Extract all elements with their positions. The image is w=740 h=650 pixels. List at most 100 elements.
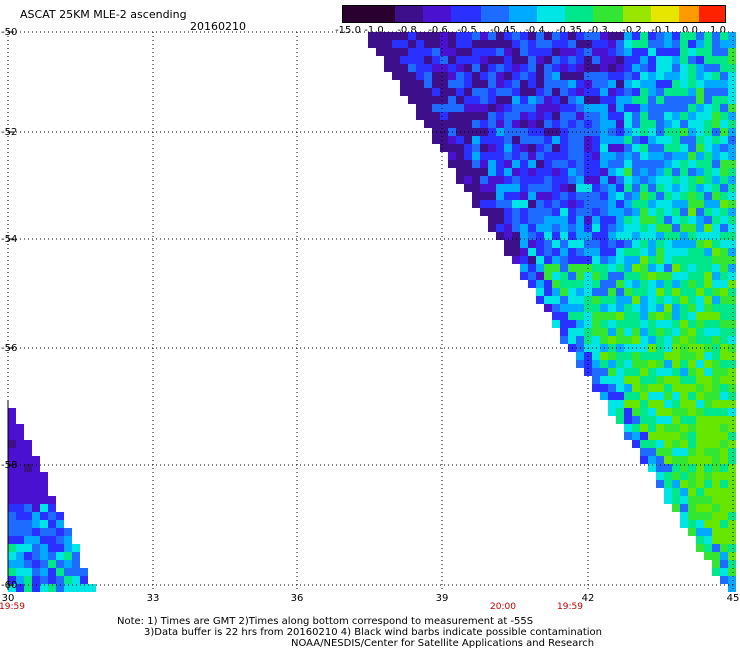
data-cell <box>512 104 520 112</box>
data-cell <box>656 352 664 360</box>
data-cell <box>624 144 632 152</box>
data-cell <box>520 160 528 168</box>
data-cell <box>600 360 608 368</box>
data-cell <box>568 312 576 320</box>
data-cell <box>600 376 608 384</box>
data-cell <box>712 280 720 288</box>
data-cell <box>496 160 504 168</box>
data-cell <box>568 160 576 168</box>
data-cell <box>8 504 16 512</box>
data-cell <box>496 120 504 128</box>
data-cell <box>680 496 688 504</box>
data-cell <box>664 384 672 392</box>
data-cell <box>680 432 688 440</box>
data-cell <box>544 56 552 64</box>
data-cell <box>576 136 584 144</box>
data-cell <box>488 104 496 112</box>
data-cell <box>648 80 656 88</box>
data-cell <box>624 256 632 264</box>
data-cell <box>656 320 664 328</box>
data-cell <box>656 40 664 48</box>
data-cell <box>432 88 440 96</box>
data-cell <box>712 432 720 440</box>
data-cell <box>696 136 704 144</box>
data-cell <box>48 512 56 520</box>
data-cell <box>400 64 408 72</box>
data-cell <box>560 312 568 320</box>
data-cell <box>720 80 728 88</box>
data-cell <box>488 224 496 232</box>
lat-label: -58 <box>1 460 18 471</box>
data-cell <box>640 184 648 192</box>
data-cell <box>488 168 496 176</box>
data-cell <box>528 168 536 176</box>
data-cell <box>656 328 664 336</box>
data-cell <box>672 312 680 320</box>
data-cell <box>704 208 712 216</box>
data-cell <box>696 488 704 496</box>
data-cell <box>664 176 672 184</box>
data-cell <box>536 40 544 48</box>
data-cell <box>704 552 712 560</box>
data-cell <box>680 360 688 368</box>
data-cell <box>656 336 664 344</box>
data-cell <box>40 488 48 496</box>
data-cell <box>488 160 496 168</box>
data-cell <box>704 248 712 256</box>
data-cell <box>616 112 624 120</box>
data-cell <box>648 208 656 216</box>
data-cell <box>472 56 480 64</box>
data-cell <box>712 264 720 272</box>
data-cell <box>656 416 664 424</box>
data-cell <box>8 416 16 424</box>
data-cell <box>600 72 608 80</box>
data-cell <box>704 336 712 344</box>
data-cell <box>528 152 536 160</box>
data-cell <box>488 96 496 104</box>
data-cell <box>16 496 24 504</box>
data-cell <box>656 264 664 272</box>
data-cell <box>648 264 656 272</box>
data-cell <box>624 168 632 176</box>
data-cell <box>688 232 696 240</box>
data-cell <box>560 96 568 104</box>
data-cell <box>16 472 24 480</box>
data-cell <box>640 312 648 320</box>
data-cell <box>560 320 568 328</box>
data-cell <box>712 192 720 200</box>
data-cell <box>696 384 704 392</box>
data-cell <box>472 152 480 160</box>
data-cell <box>728 40 736 48</box>
data-cell <box>608 200 616 208</box>
data-cell <box>720 552 728 560</box>
data-cell <box>600 168 608 176</box>
data-cell <box>728 480 736 488</box>
data-cell <box>552 96 560 104</box>
data-cell <box>712 496 720 504</box>
data-cell <box>728 72 736 80</box>
data-cell <box>712 392 720 400</box>
data-cell <box>456 104 464 112</box>
data-cell <box>488 136 496 144</box>
data-cell <box>520 168 528 176</box>
data-cell <box>680 368 688 376</box>
data-cell <box>728 472 736 480</box>
data-cell <box>72 584 80 592</box>
data-cell <box>536 256 544 264</box>
data-cell <box>632 112 640 120</box>
data-cell <box>32 496 40 504</box>
data-cell <box>48 536 56 544</box>
data-cell <box>640 96 648 104</box>
data-cell <box>712 544 720 552</box>
data-cell <box>32 568 40 576</box>
data-cell <box>560 304 568 312</box>
data-cell <box>688 280 696 288</box>
data-cell <box>688 120 696 128</box>
data-cell <box>648 120 656 128</box>
data-cell <box>80 584 88 592</box>
data-cell <box>696 152 704 160</box>
data-cell <box>544 256 552 264</box>
data-cell <box>720 112 728 120</box>
data-cell <box>528 224 536 232</box>
data-cell <box>400 56 408 64</box>
